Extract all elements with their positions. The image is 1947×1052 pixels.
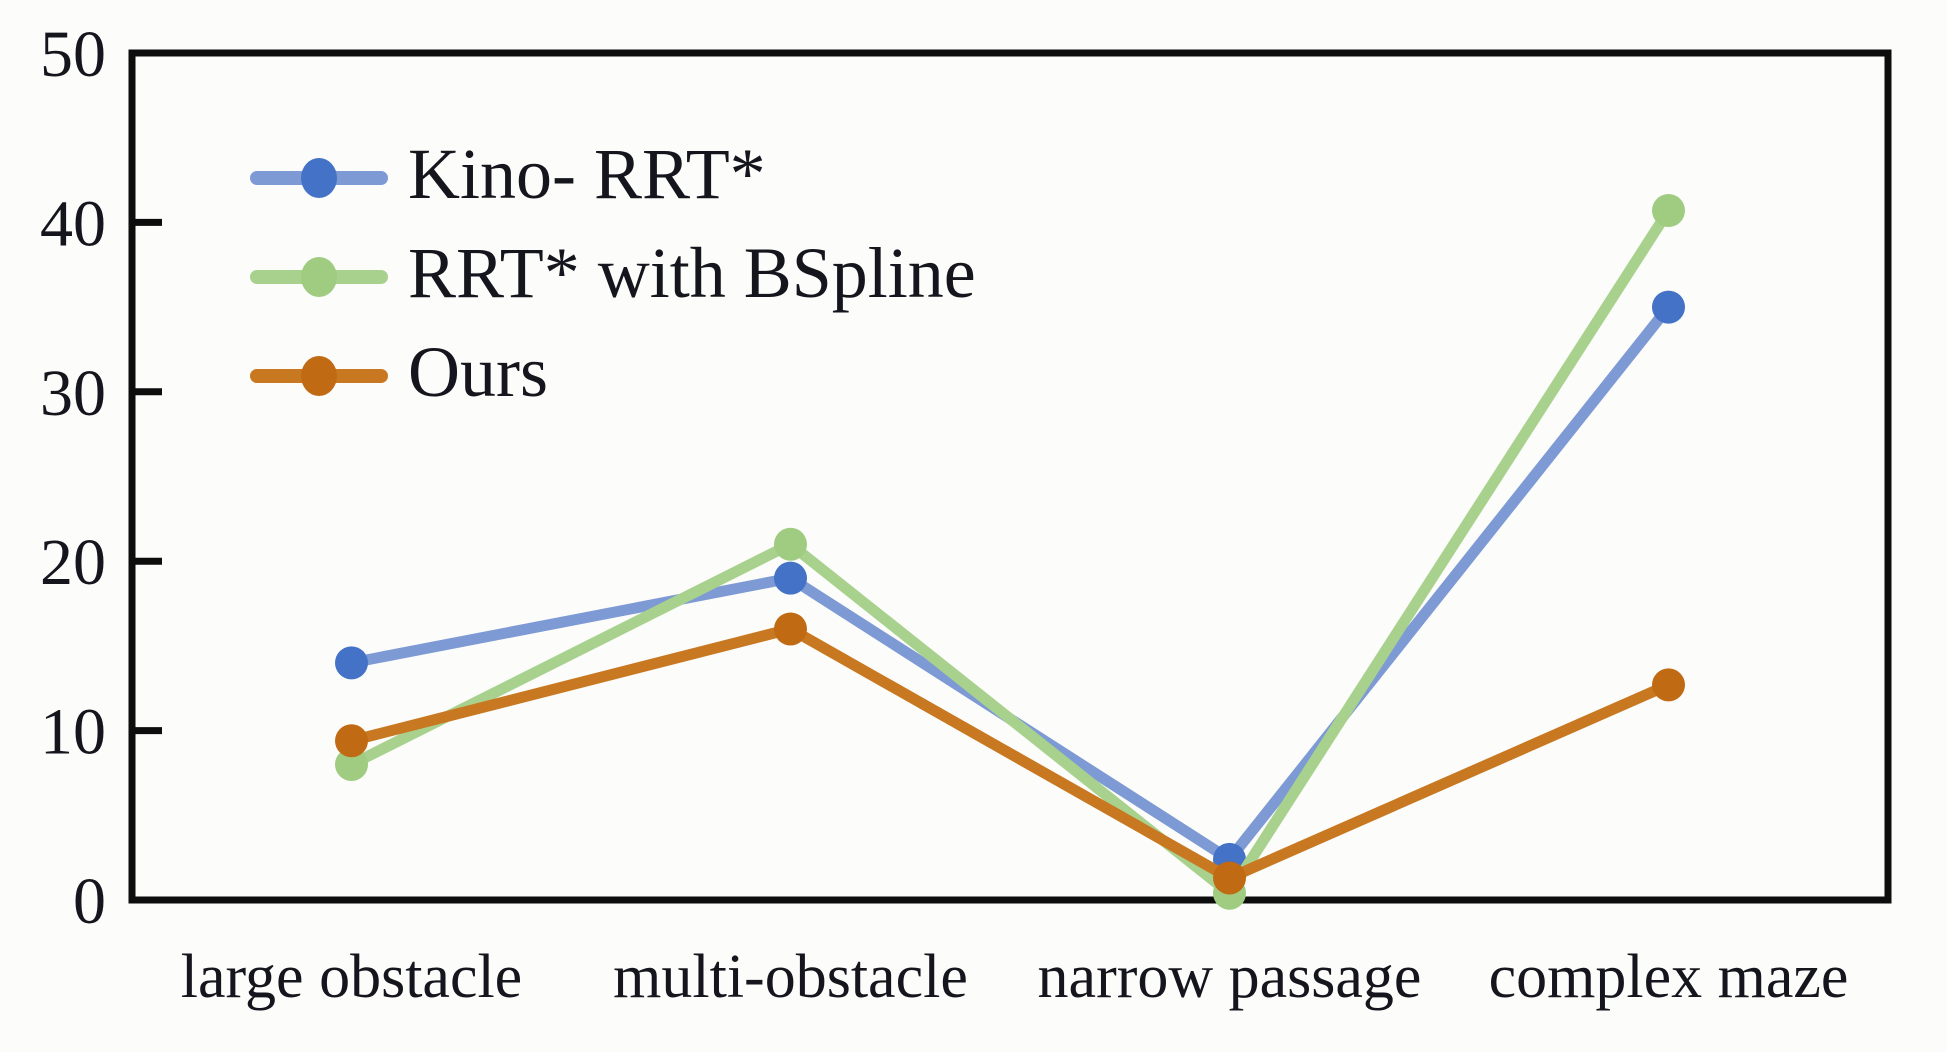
legend-marker-dot bbox=[301, 256, 337, 297]
series-marker-kino-rrt bbox=[335, 646, 368, 680]
series-marker-ours bbox=[774, 612, 807, 646]
series-marker-ours bbox=[1652, 668, 1685, 702]
y-axis-tick-label: 40 bbox=[40, 187, 106, 260]
legend-swatch bbox=[250, 156, 388, 200]
y-axis-tick-label: 10 bbox=[40, 696, 106, 769]
legend-marker-dot bbox=[301, 355, 337, 396]
legend-item-ours: Ours bbox=[250, 326, 976, 425]
series-marker-kino-rrt bbox=[1652, 290, 1685, 324]
x-axis-category-label: complex maze bbox=[1489, 943, 1849, 1011]
series-marker-ours bbox=[1213, 861, 1246, 895]
series-marker-kino-rrt bbox=[774, 561, 807, 595]
y-axis-tick-label: 30 bbox=[40, 357, 106, 430]
legend-swatch bbox=[250, 255, 388, 299]
series-marker-rrt-with-bspline bbox=[335, 747, 368, 781]
series-marker-rrt-with-bspline bbox=[1652, 194, 1685, 228]
y-axis-tick-label: 20 bbox=[40, 526, 106, 599]
series-line-ours bbox=[346, 623, 1674, 884]
series-marker-rrt-with-bspline bbox=[774, 527, 807, 561]
legend-marker-dot bbox=[301, 157, 337, 198]
x-axis-category-label: narrow passage bbox=[1038, 943, 1422, 1011]
legend: Kino- RRT* RRT* with BSpline Ours bbox=[250, 128, 976, 425]
legend-item-label: RRT* with BSpline bbox=[408, 232, 976, 313]
plot-border bbox=[128, 49, 1892, 904]
legend-item-kino-rrt: Kino- RRT* bbox=[250, 128, 976, 227]
legend-swatch bbox=[250, 354, 388, 398]
legend-item-label: Ours bbox=[408, 331, 548, 412]
legend-item-label: Kino- RRT* bbox=[408, 133, 766, 214]
y-axis-tick-label: 0 bbox=[73, 865, 106, 938]
y-axis-tick-label: 50 bbox=[40, 18, 106, 91]
series-marker-ours bbox=[335, 724, 368, 758]
series-line-rrt-with-bspline bbox=[346, 205, 1674, 899]
x-axis-category-label: multi-obstacle bbox=[613, 943, 968, 1011]
x-axis-category-label: large obstacle bbox=[181, 943, 522, 1011]
legend-item-rrt-with-bspline: RRT* with BSpline bbox=[250, 227, 976, 326]
